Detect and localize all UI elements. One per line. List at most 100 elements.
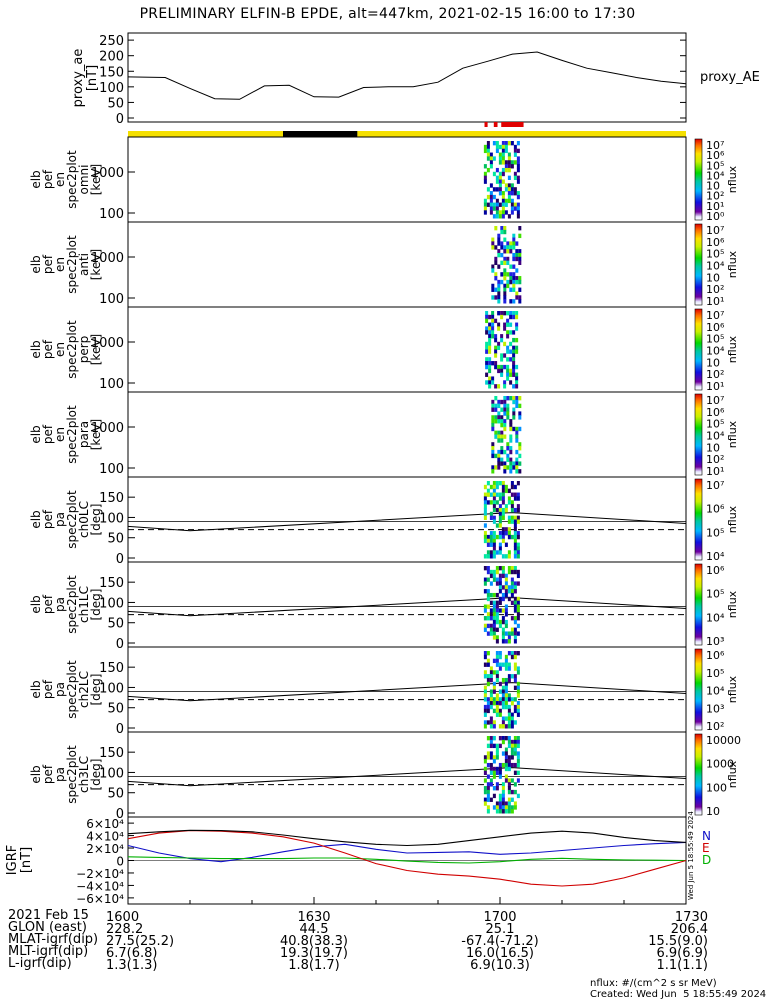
spectrogram-cell bbox=[490, 500, 493, 504]
spectrogram-cell bbox=[505, 187, 508, 191]
spectrogram-cell bbox=[499, 180, 502, 184]
xaxis-value: 1.3(1.3) bbox=[106, 958, 158, 973]
colorbar-label: nflux bbox=[726, 335, 739, 363]
spectrogram-cell bbox=[494, 334, 497, 338]
spectrogram-cell bbox=[505, 160, 508, 164]
spectrogram-cell bbox=[508, 724, 511, 728]
spectrogram-cell bbox=[484, 801, 487, 805]
spectrogram-cell bbox=[487, 809, 490, 813]
spectrogram-cell bbox=[517, 206, 520, 210]
colorbar-tick-label: 10² bbox=[706, 720, 724, 733]
spectrogram-cell bbox=[517, 516, 520, 520]
spectrogram-cell bbox=[514, 520, 517, 524]
spectrogram-cell bbox=[508, 570, 511, 574]
spectrogram-cell bbox=[500, 338, 503, 342]
spectrogram-cell bbox=[487, 141, 490, 145]
spectrogram-cell bbox=[488, 342, 491, 346]
colorbar-tick-label: 10³ bbox=[706, 635, 724, 648]
spectrogram-cell bbox=[500, 280, 503, 284]
spectrogram-cell bbox=[496, 701, 499, 705]
spectrogram-cell bbox=[497, 323, 500, 327]
spectrogram-cell bbox=[493, 539, 496, 543]
spectrogram-cell bbox=[497, 400, 500, 404]
spectrogram-cell bbox=[490, 628, 493, 632]
ae-ytick-label: 250 bbox=[99, 34, 124, 49]
spectrogram-cell bbox=[497, 249, 500, 253]
spectrogram-cell bbox=[503, 423, 506, 427]
spectrogram-cell bbox=[514, 485, 517, 489]
spectrogram-cell bbox=[496, 176, 499, 180]
spectrogram-cell bbox=[484, 508, 487, 512]
spectrogram-cell bbox=[485, 365, 488, 369]
spectrogram-cell bbox=[493, 578, 496, 582]
spectrogram-cell bbox=[484, 724, 487, 728]
spectrogram-cell bbox=[496, 748, 499, 752]
pa-ytick-label: 100 bbox=[99, 511, 124, 526]
spectrogram-cell bbox=[497, 280, 500, 284]
spectrogram-cell bbox=[485, 311, 488, 315]
spectrogram-cell bbox=[484, 693, 487, 697]
spectrogram-cell bbox=[502, 566, 505, 570]
spectrogram-cell bbox=[493, 141, 496, 145]
spectrogram-cell bbox=[514, 678, 517, 682]
spectrogram-cell bbox=[499, 508, 502, 512]
spectrogram-cell bbox=[502, 535, 505, 539]
spectrogram-cell bbox=[487, 539, 490, 543]
spectrogram-cell bbox=[512, 272, 515, 276]
spectrogram-cell bbox=[484, 531, 487, 535]
spectrogram-cell bbox=[490, 160, 493, 164]
spectrogram-cell bbox=[497, 284, 500, 288]
spectrogram-cell bbox=[505, 639, 508, 643]
spectrogram-cell bbox=[490, 210, 493, 214]
igrf-series-E bbox=[128, 857, 686, 863]
spectrogram-cell bbox=[499, 187, 502, 191]
spectrogram-cell bbox=[506, 411, 509, 415]
spectrogram-cell bbox=[484, 674, 487, 678]
spectrogram-cell bbox=[517, 164, 520, 168]
spectrogram-cell bbox=[490, 195, 493, 199]
spectrogram-cell bbox=[493, 489, 496, 493]
spectrogram-cell bbox=[494, 257, 497, 261]
spectrogram-cell bbox=[497, 454, 500, 458]
spectrogram-cell bbox=[517, 631, 520, 635]
spectrogram-cell bbox=[484, 145, 487, 149]
spectrogram-cell bbox=[514, 651, 517, 655]
colorbar-tick-label: 10 bbox=[706, 805, 720, 818]
spectrogram-cell bbox=[497, 342, 500, 346]
panel-frame-4 bbox=[128, 392, 686, 477]
spectrogram-cell bbox=[505, 203, 508, 207]
pa-ytick-label: 100 bbox=[99, 681, 124, 696]
spectrogram-cell bbox=[515, 461, 518, 465]
spectrogram-cell bbox=[497, 438, 500, 442]
spectrogram-cell bbox=[499, 709, 502, 713]
spectrogram-cell bbox=[493, 493, 496, 497]
spectrogram-cell bbox=[517, 481, 520, 485]
spectrogram-cell bbox=[505, 705, 508, 709]
spectrogram-cell bbox=[484, 485, 487, 489]
spectrogram-cell bbox=[487, 145, 490, 149]
spectrogram-cell bbox=[511, 674, 514, 678]
spectrogram-cell bbox=[484, 608, 487, 612]
spectrogram-cell bbox=[508, 639, 511, 643]
spec-ytick-label: 1000 bbox=[91, 166, 124, 181]
spectrogram-cell bbox=[502, 701, 505, 705]
spectrogram-cell bbox=[485, 315, 488, 319]
spectrogram-cell bbox=[500, 408, 503, 412]
spectrogram-cell bbox=[509, 311, 512, 315]
spectrogram-cell bbox=[493, 496, 496, 500]
spectrogram-cell bbox=[496, 639, 499, 643]
spectrogram-cell bbox=[493, 794, 496, 798]
spectrogram-cell bbox=[505, 504, 508, 508]
spectrogram-cell bbox=[502, 740, 505, 744]
spectrogram-cell bbox=[518, 261, 521, 265]
spectrogram-cell bbox=[517, 550, 520, 554]
spectrogram-cell bbox=[490, 744, 493, 748]
spectrogram-cell bbox=[503, 461, 506, 465]
spectrogram-cell bbox=[491, 361, 494, 365]
spectrogram-cell bbox=[493, 709, 496, 713]
spectrogram-cell bbox=[515, 253, 518, 257]
spectrogram-cell bbox=[515, 380, 518, 384]
spectrogram-cell bbox=[502, 574, 505, 578]
spectrogram-cell bbox=[497, 419, 500, 423]
